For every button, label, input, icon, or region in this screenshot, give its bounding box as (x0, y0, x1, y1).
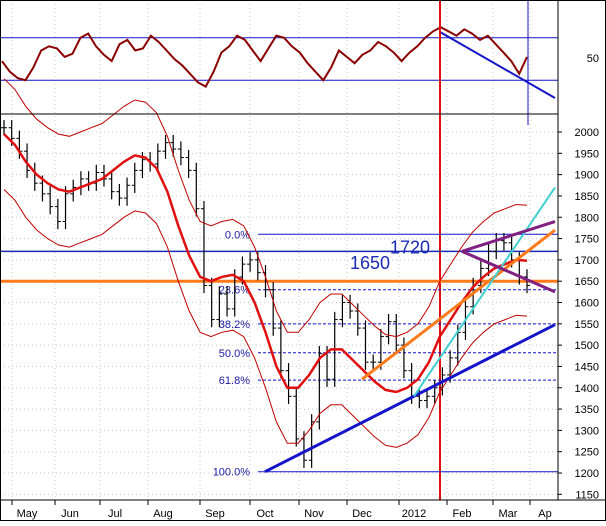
fib-label: 50.0% (219, 348, 250, 360)
x-tick-label: Nov (304, 508, 324, 520)
gridlines (0, 0, 558, 500)
x-tick-label: Jul (108, 508, 122, 520)
fib-label: 38.2% (219, 319, 250, 331)
x-tick-label: Aug (153, 508, 173, 520)
y-tick-label: 1700 (575, 255, 599, 267)
x-tick-label: Feb (453, 508, 472, 520)
band-lower (3, 189, 528, 448)
trendline (413, 186, 556, 397)
x-tick-label: Oct (256, 508, 273, 520)
x-tick-label: Sep (205, 508, 225, 520)
x-tick-label: Mar (499, 508, 518, 520)
osc-trendline (439, 31, 556, 99)
moving-average-line (3, 133, 528, 394)
y-tick-label: 1850 (575, 191, 599, 203)
y-tick-label: 1750 (575, 234, 599, 246)
y-tick-label: 1900 (575, 170, 599, 182)
y-tick-label: 1400 (575, 383, 599, 395)
trendline (461, 220, 556, 253)
oscillator-panel (0, 26, 558, 99)
trendline (264, 323, 556, 474)
x-tick-label: May (17, 508, 38, 520)
x-tick-label: 2012 (402, 508, 426, 520)
x-tick-label: Ap (538, 508, 551, 520)
y-tick-label: 1300 (575, 425, 599, 437)
y-tick-label: 1500 (575, 340, 599, 352)
trendline (461, 249, 556, 294)
fib-label: 100.0% (213, 467, 251, 479)
y-tick-label: 1200 (575, 468, 599, 480)
level-label: 1720 (390, 237, 430, 257)
trendline (361, 228, 556, 381)
x-tick-label: Dec (352, 508, 372, 520)
y-tick-label: 1550 (575, 319, 599, 331)
x-tick-label: Jun (61, 508, 79, 520)
y-tick-label: 1800 (575, 212, 599, 224)
y-tick-label: 1350 (575, 404, 599, 416)
y-tick-label: 1600 (575, 298, 599, 310)
osc-tick-label: 50 (587, 53, 599, 65)
level-label: 1650 (350, 253, 390, 273)
y-tick-label: 1650 (575, 276, 599, 288)
band-upper (3, 78, 528, 338)
fib-label: 61.8% (219, 375, 250, 387)
y-tick-label: 1950 (575, 148, 599, 160)
y-tick-label: 1150 (575, 489, 599, 501)
fib-label: 0.0% (225, 229, 250, 241)
y-tick-label: 2000 (575, 127, 599, 139)
y-tick-label: 1250 (575, 447, 599, 459)
y-tick-label: 1450 (575, 361, 599, 373)
